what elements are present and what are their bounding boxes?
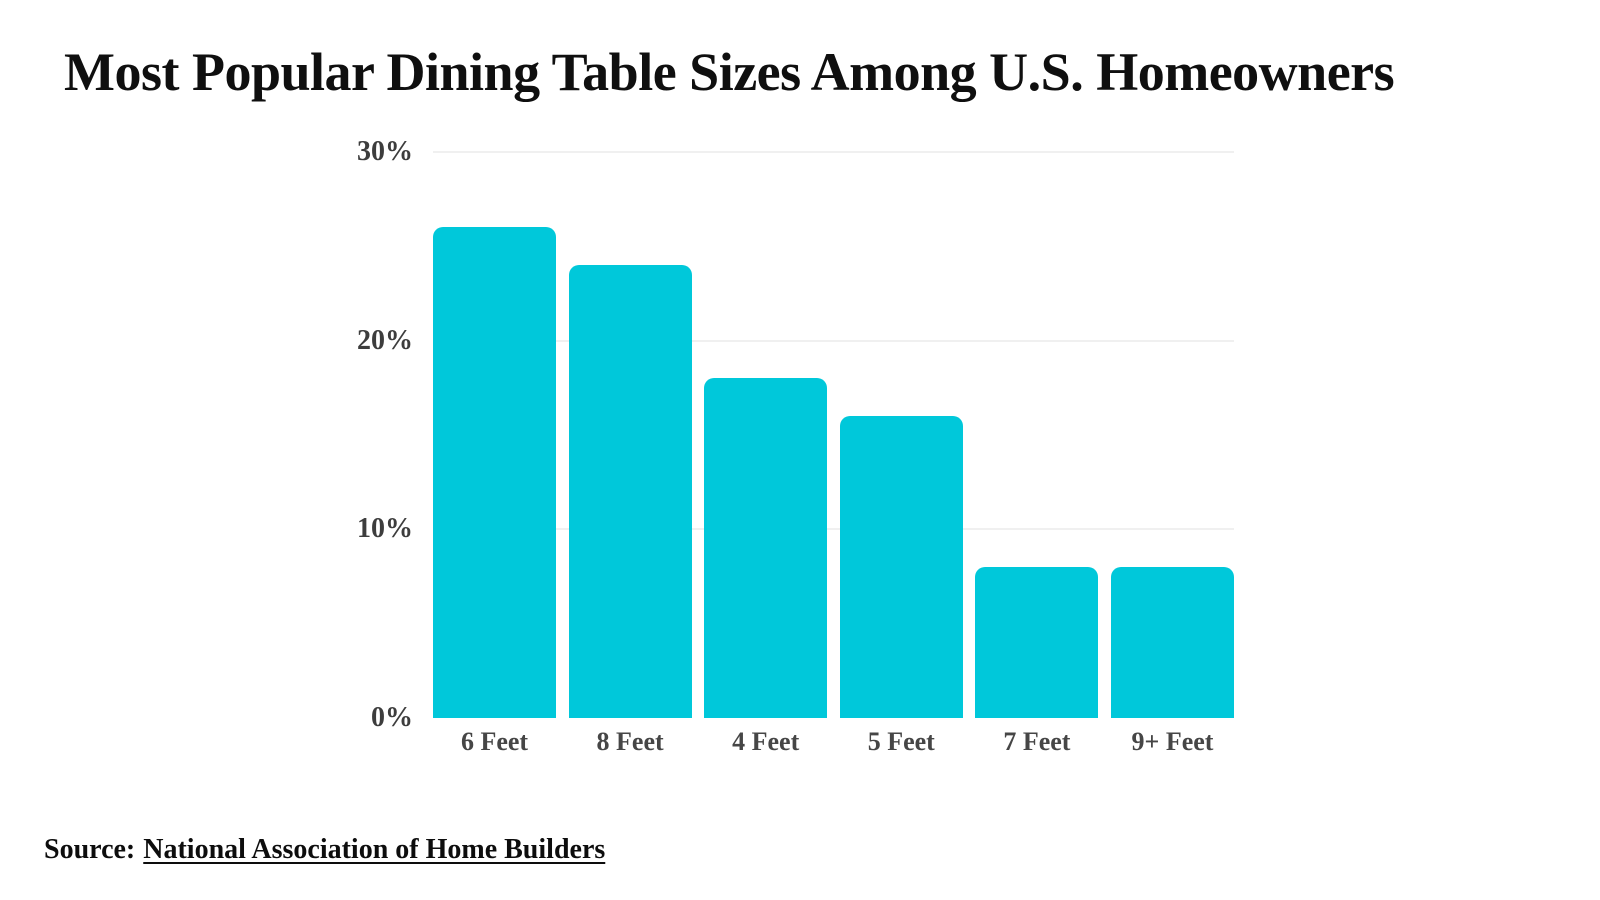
bar-column: 8 Feet: [568, 265, 692, 764]
source-link[interactable]: National Association of Home Builders: [143, 834, 606, 865]
bar-9-feet: [1110, 567, 1234, 718]
chart-title: Most Popular Dining Table Sizes Among U.…: [64, 42, 1395, 102]
gridline-10: [433, 528, 1234, 531]
gridline-30: [433, 151, 1234, 153]
gridlines-layer: [433, 151, 1234, 718]
x-tick-label: 5 Feet: [867, 727, 935, 756]
gridline-20: [433, 339, 1234, 342]
bar-4-feet: [704, 378, 828, 718]
y-axis: 30% 20% 10% 0%: [0, 137, 413, 733]
bar-6-feet: [433, 227, 556, 718]
bar-column: 9+ Feet: [1110, 567, 1234, 764]
bar-column: 6 Feet: [433, 227, 556, 764]
bar-column: 5 Feet: [839, 416, 963, 764]
y-tick-label-20: 20%: [357, 324, 413, 356]
bar-7-feet: [975, 567, 1099, 718]
x-tick-label: 9+ Feet: [1131, 727, 1214, 756]
x-tick-label: 7 Feet: [1003, 727, 1071, 756]
x-tick-label: 6 Feet: [460, 727, 529, 756]
bar-column: 7 Feet: [975, 567, 1099, 764]
source-line: Source: National Association of Home Buil…: [44, 833, 605, 867]
y-tick-label-30: 30%: [357, 136, 413, 167]
y-tick-label-10: 10%: [357, 513, 413, 545]
bar-5-feet: [839, 416, 963, 718]
y-tick-label-0: 0%: [371, 702, 413, 733]
source-prefix-label: Source:: [44, 834, 136, 865]
x-tick-label: 4 Feet: [732, 727, 800, 756]
bar-column: 4 Feet: [704, 378, 828, 764]
x-tick-label: 8 Feet: [596, 727, 664, 756]
bar-8-feet: [568, 265, 692, 718]
bars-area: 6 Feet 8 Feet 4 Feet 5 Feet 7 Feet 9+ Feet: [433, 152, 1234, 764]
